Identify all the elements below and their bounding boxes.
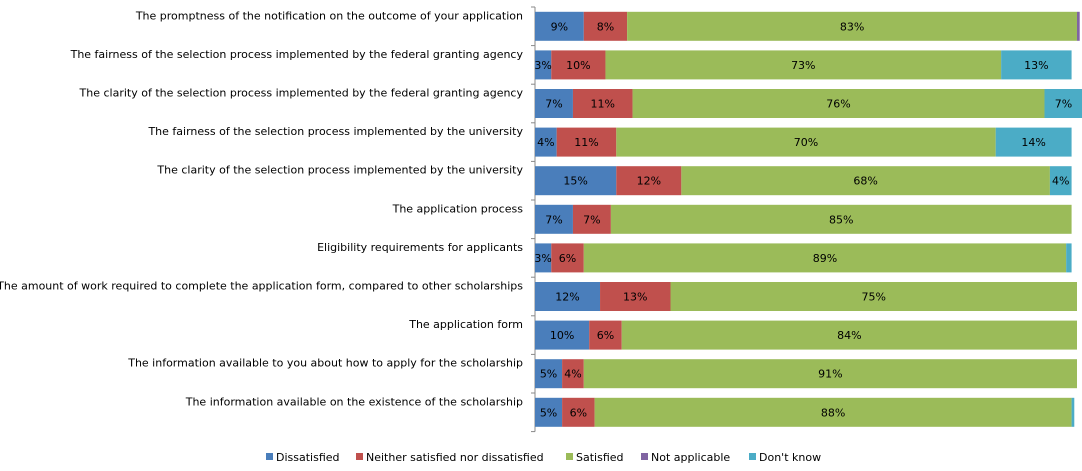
bar-segment bbox=[551, 243, 584, 273]
bar-segment bbox=[1001, 50, 1072, 80]
data-label: 7% bbox=[1055, 98, 1072, 111]
bar-segment bbox=[1077, 11, 1080, 41]
bar-segment bbox=[594, 397, 1072, 427]
data-label: 10% bbox=[566, 59, 590, 72]
category-label: The amount of work required to complete … bbox=[0, 280, 523, 293]
bar-segment bbox=[535, 89, 573, 118]
legend-label: Not applicable bbox=[651, 451, 730, 464]
category-label: The application form bbox=[408, 318, 523, 331]
category-label: The clarity of the selection process imp… bbox=[79, 87, 524, 100]
bar-segment bbox=[535, 320, 590, 350]
legend-label: Dissatisfied bbox=[276, 451, 340, 464]
data-label: 12% bbox=[555, 291, 579, 304]
bar-segment bbox=[1049, 166, 1072, 196]
bar-segment bbox=[621, 320, 1077, 350]
bar-segment bbox=[1044, 89, 1082, 118]
bar-segment bbox=[572, 204, 611, 234]
bar-segment bbox=[551, 50, 606, 80]
data-label: 8% bbox=[597, 20, 614, 33]
data-label: 4% bbox=[537, 136, 554, 149]
data-label: 75% bbox=[862, 291, 886, 304]
category-label: The information available on the existen… bbox=[185, 395, 523, 408]
bar-segment bbox=[562, 397, 595, 427]
category-label: The fairness of the selection process im… bbox=[70, 48, 524, 61]
bar-segment bbox=[589, 320, 622, 350]
bar-segment bbox=[616, 166, 682, 196]
bar-segment bbox=[632, 89, 1045, 118]
data-label: 6% bbox=[559, 252, 576, 265]
bar-segment bbox=[995, 127, 1072, 157]
bar-segment bbox=[572, 89, 633, 118]
bar-segment bbox=[583, 11, 628, 41]
data-label: 6% bbox=[570, 406, 587, 419]
bar-segment bbox=[535, 243, 552, 273]
bar-segment bbox=[610, 204, 1072, 234]
legend-label: Satisfied bbox=[576, 451, 624, 464]
legend-swatch bbox=[566, 453, 573, 460]
data-label: 7% bbox=[545, 98, 562, 111]
legend-swatch bbox=[641, 453, 648, 460]
bar-segment bbox=[583, 243, 1067, 273]
category-label: Eligibility requirements for applicants bbox=[317, 241, 523, 254]
data-label: 15% bbox=[563, 175, 587, 188]
bar-segment bbox=[556, 127, 617, 157]
category-label: The fairness of the selection process im… bbox=[147, 125, 523, 138]
bar-segment bbox=[681, 166, 1050, 196]
data-label: 5% bbox=[540, 406, 557, 419]
data-label: 5% bbox=[540, 368, 557, 381]
bar-segment bbox=[600, 282, 671, 311]
data-label: 91% bbox=[818, 368, 842, 381]
category-label: The application process bbox=[392, 202, 524, 215]
data-label: 3% bbox=[534, 59, 551, 72]
bar-segment bbox=[535, 359, 563, 389]
data-label: 4% bbox=[1052, 175, 1069, 188]
data-label: 11% bbox=[574, 136, 598, 149]
data-label: 12% bbox=[637, 175, 661, 188]
data-label: 83% bbox=[840, 20, 864, 33]
legend-label: Don't know bbox=[759, 451, 821, 464]
bar-segment bbox=[535, 397, 563, 427]
data-label: 68% bbox=[853, 175, 877, 188]
data-label: 88% bbox=[821, 406, 845, 419]
data-label: 76% bbox=[826, 98, 850, 111]
bar-segment bbox=[535, 166, 617, 196]
data-label: 11% bbox=[591, 98, 615, 111]
data-label: 7% bbox=[545, 213, 562, 226]
bar-segment bbox=[535, 204, 573, 234]
bar-segment bbox=[605, 50, 1002, 80]
legend-swatch bbox=[266, 453, 273, 460]
data-label: 13% bbox=[623, 291, 647, 304]
bar-segment bbox=[583, 359, 1077, 389]
legend-swatch bbox=[749, 453, 756, 460]
data-label: 3% bbox=[534, 252, 551, 265]
data-label: 14% bbox=[1021, 136, 1045, 149]
bar-segment bbox=[627, 11, 1077, 41]
bar-segment bbox=[1071, 397, 1075, 427]
legend-label: Neither satisfied nor dissatisfied bbox=[366, 451, 544, 464]
bar-segment bbox=[616, 127, 996, 157]
data-label: 7% bbox=[583, 213, 600, 226]
data-label: 4% bbox=[564, 368, 581, 381]
data-label: 84% bbox=[837, 329, 861, 342]
category-label: The clarity of the selection process imp… bbox=[156, 164, 523, 177]
bar-segment bbox=[535, 127, 557, 157]
data-label: 70% bbox=[794, 136, 818, 149]
data-label: 85% bbox=[829, 213, 853, 226]
bar-segment bbox=[535, 50, 552, 80]
bar-segment bbox=[535, 282, 601, 311]
data-label: 73% bbox=[791, 59, 815, 72]
legend-swatch bbox=[356, 453, 363, 460]
data-label: 9% bbox=[551, 20, 568, 33]
category-label: The information available to you about h… bbox=[127, 357, 523, 370]
data-label: 6% bbox=[597, 329, 614, 342]
data-label: 89% bbox=[813, 252, 837, 265]
bar-segment bbox=[535, 11, 584, 41]
bar-segment bbox=[562, 359, 584, 389]
category-label: The promptness of the notification on th… bbox=[135, 9, 523, 22]
bar-segment bbox=[1066, 243, 1072, 273]
data-label: 10% bbox=[550, 329, 574, 342]
data-label: 13% bbox=[1024, 59, 1048, 72]
bar-segment bbox=[670, 282, 1077, 311]
